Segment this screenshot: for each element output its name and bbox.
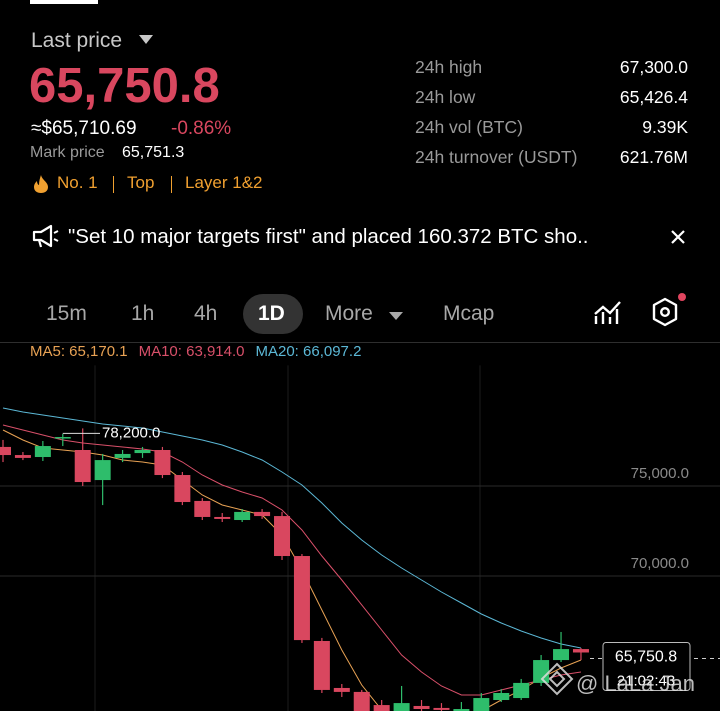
legend-entry: MA10: 63,914.0 xyxy=(139,343,245,360)
candle-body xyxy=(154,450,171,476)
tab[interactable]: More xyxy=(325,302,373,325)
candle-body xyxy=(453,709,470,711)
fire-icon xyxy=(34,175,48,193)
tab[interactable]: 15m xyxy=(46,302,87,325)
tab[interactable]: Mcap xyxy=(443,302,495,325)
candle-body xyxy=(234,511,251,521)
candle-body xyxy=(413,705,430,710)
ma-line xyxy=(2,407,582,649)
tag[interactable]: Layer 1&2 xyxy=(185,173,263,192)
candle-body xyxy=(34,446,51,458)
divider xyxy=(0,342,720,343)
candle-body xyxy=(54,437,71,439)
candle-body xyxy=(274,516,291,557)
candle-body xyxy=(393,703,410,711)
candle-body xyxy=(473,698,490,711)
candle-body xyxy=(14,455,31,458)
tab[interactable]: 1h xyxy=(131,302,155,325)
close-icon[interactable] xyxy=(671,230,685,244)
candle-body xyxy=(553,649,570,661)
stat-value: 67,300.0 xyxy=(619,57,688,77)
chart: 75,000.0 70,000.0 MA5: 65,170.1 MA10: 63,91… xyxy=(0,343,720,711)
candle-body xyxy=(333,687,350,692)
y-tick-label: 75,000.0 xyxy=(631,465,689,482)
tag-separator xyxy=(171,176,172,193)
dropdown-icon[interactable] xyxy=(139,35,153,45)
stat-value: 65,426.4 xyxy=(619,87,688,107)
more-dropdown-icon[interactable] xyxy=(389,312,403,320)
candle-body xyxy=(114,453,131,458)
active-tab-bg xyxy=(243,294,303,334)
tag-separator xyxy=(113,176,114,193)
candle-body xyxy=(373,705,390,711)
watermark-logo xyxy=(540,662,574,696)
last-price-label: 65,750.8 xyxy=(615,649,677,666)
news-text[interactable]: "Set 10 major targets first" and placed … xyxy=(68,225,589,248)
tab[interactable]: 1D xyxy=(258,302,285,325)
candle-body xyxy=(433,707,450,710)
settings-icon[interactable] xyxy=(649,291,689,331)
watermark-text: @ LaLa Jan xyxy=(576,671,695,696)
indicator-icon[interactable] xyxy=(593,299,623,327)
y-tick-label: 70,000.0 xyxy=(631,555,689,572)
candle-body xyxy=(493,693,510,701)
price-label[interactable]: Last price xyxy=(31,29,123,52)
top-tab-indicator xyxy=(30,0,98,4)
stat-value: 9.39K xyxy=(642,117,688,137)
candle-body xyxy=(254,511,271,517)
candle-body xyxy=(293,556,310,641)
candle-body xyxy=(194,500,211,517)
countdown: 21:02:43 xyxy=(617,672,675,689)
approx-price: ≈$65,710.69 xyxy=(31,118,137,139)
last-price-box xyxy=(602,641,691,691)
legend-entry: MA20: 66,097.2 xyxy=(256,343,362,360)
watermark: @ LaLa Jan xyxy=(540,662,695,696)
stat-value: 621.76M xyxy=(619,147,688,167)
price-change: -0.86% xyxy=(171,118,232,139)
mark-price: 65,751.3 xyxy=(122,144,185,161)
ma-line xyxy=(2,424,582,696)
legend-entry: MA5: 65,170.1 xyxy=(30,343,128,360)
mark-price-label: Mark price xyxy=(30,144,105,161)
candle-body xyxy=(572,649,589,653)
last-price: 65,750.8 xyxy=(29,59,220,113)
stat-label: 24h vol (BTC) xyxy=(415,117,523,137)
stat-label: 24h turnover (USDT) xyxy=(415,147,578,167)
candle-body xyxy=(214,516,231,519)
candle-body xyxy=(313,640,330,690)
candle-body xyxy=(174,475,191,503)
tab[interactable]: 4h xyxy=(194,302,218,325)
stat-label: 24h high xyxy=(415,57,483,77)
candle-body xyxy=(94,460,111,481)
stat-label: 24h low xyxy=(415,87,476,107)
megaphone-icon xyxy=(32,224,59,248)
max-annotation: 78,200.0 xyxy=(102,424,160,441)
plot-area xyxy=(0,407,589,711)
candle-body xyxy=(134,450,151,454)
tag[interactable]: Top xyxy=(127,173,155,192)
candle-body xyxy=(353,691,370,711)
candle-body xyxy=(74,450,91,483)
tag[interactable]: No. 1 xyxy=(57,173,98,192)
candle-body xyxy=(513,682,530,699)
candle-body xyxy=(0,446,11,456)
